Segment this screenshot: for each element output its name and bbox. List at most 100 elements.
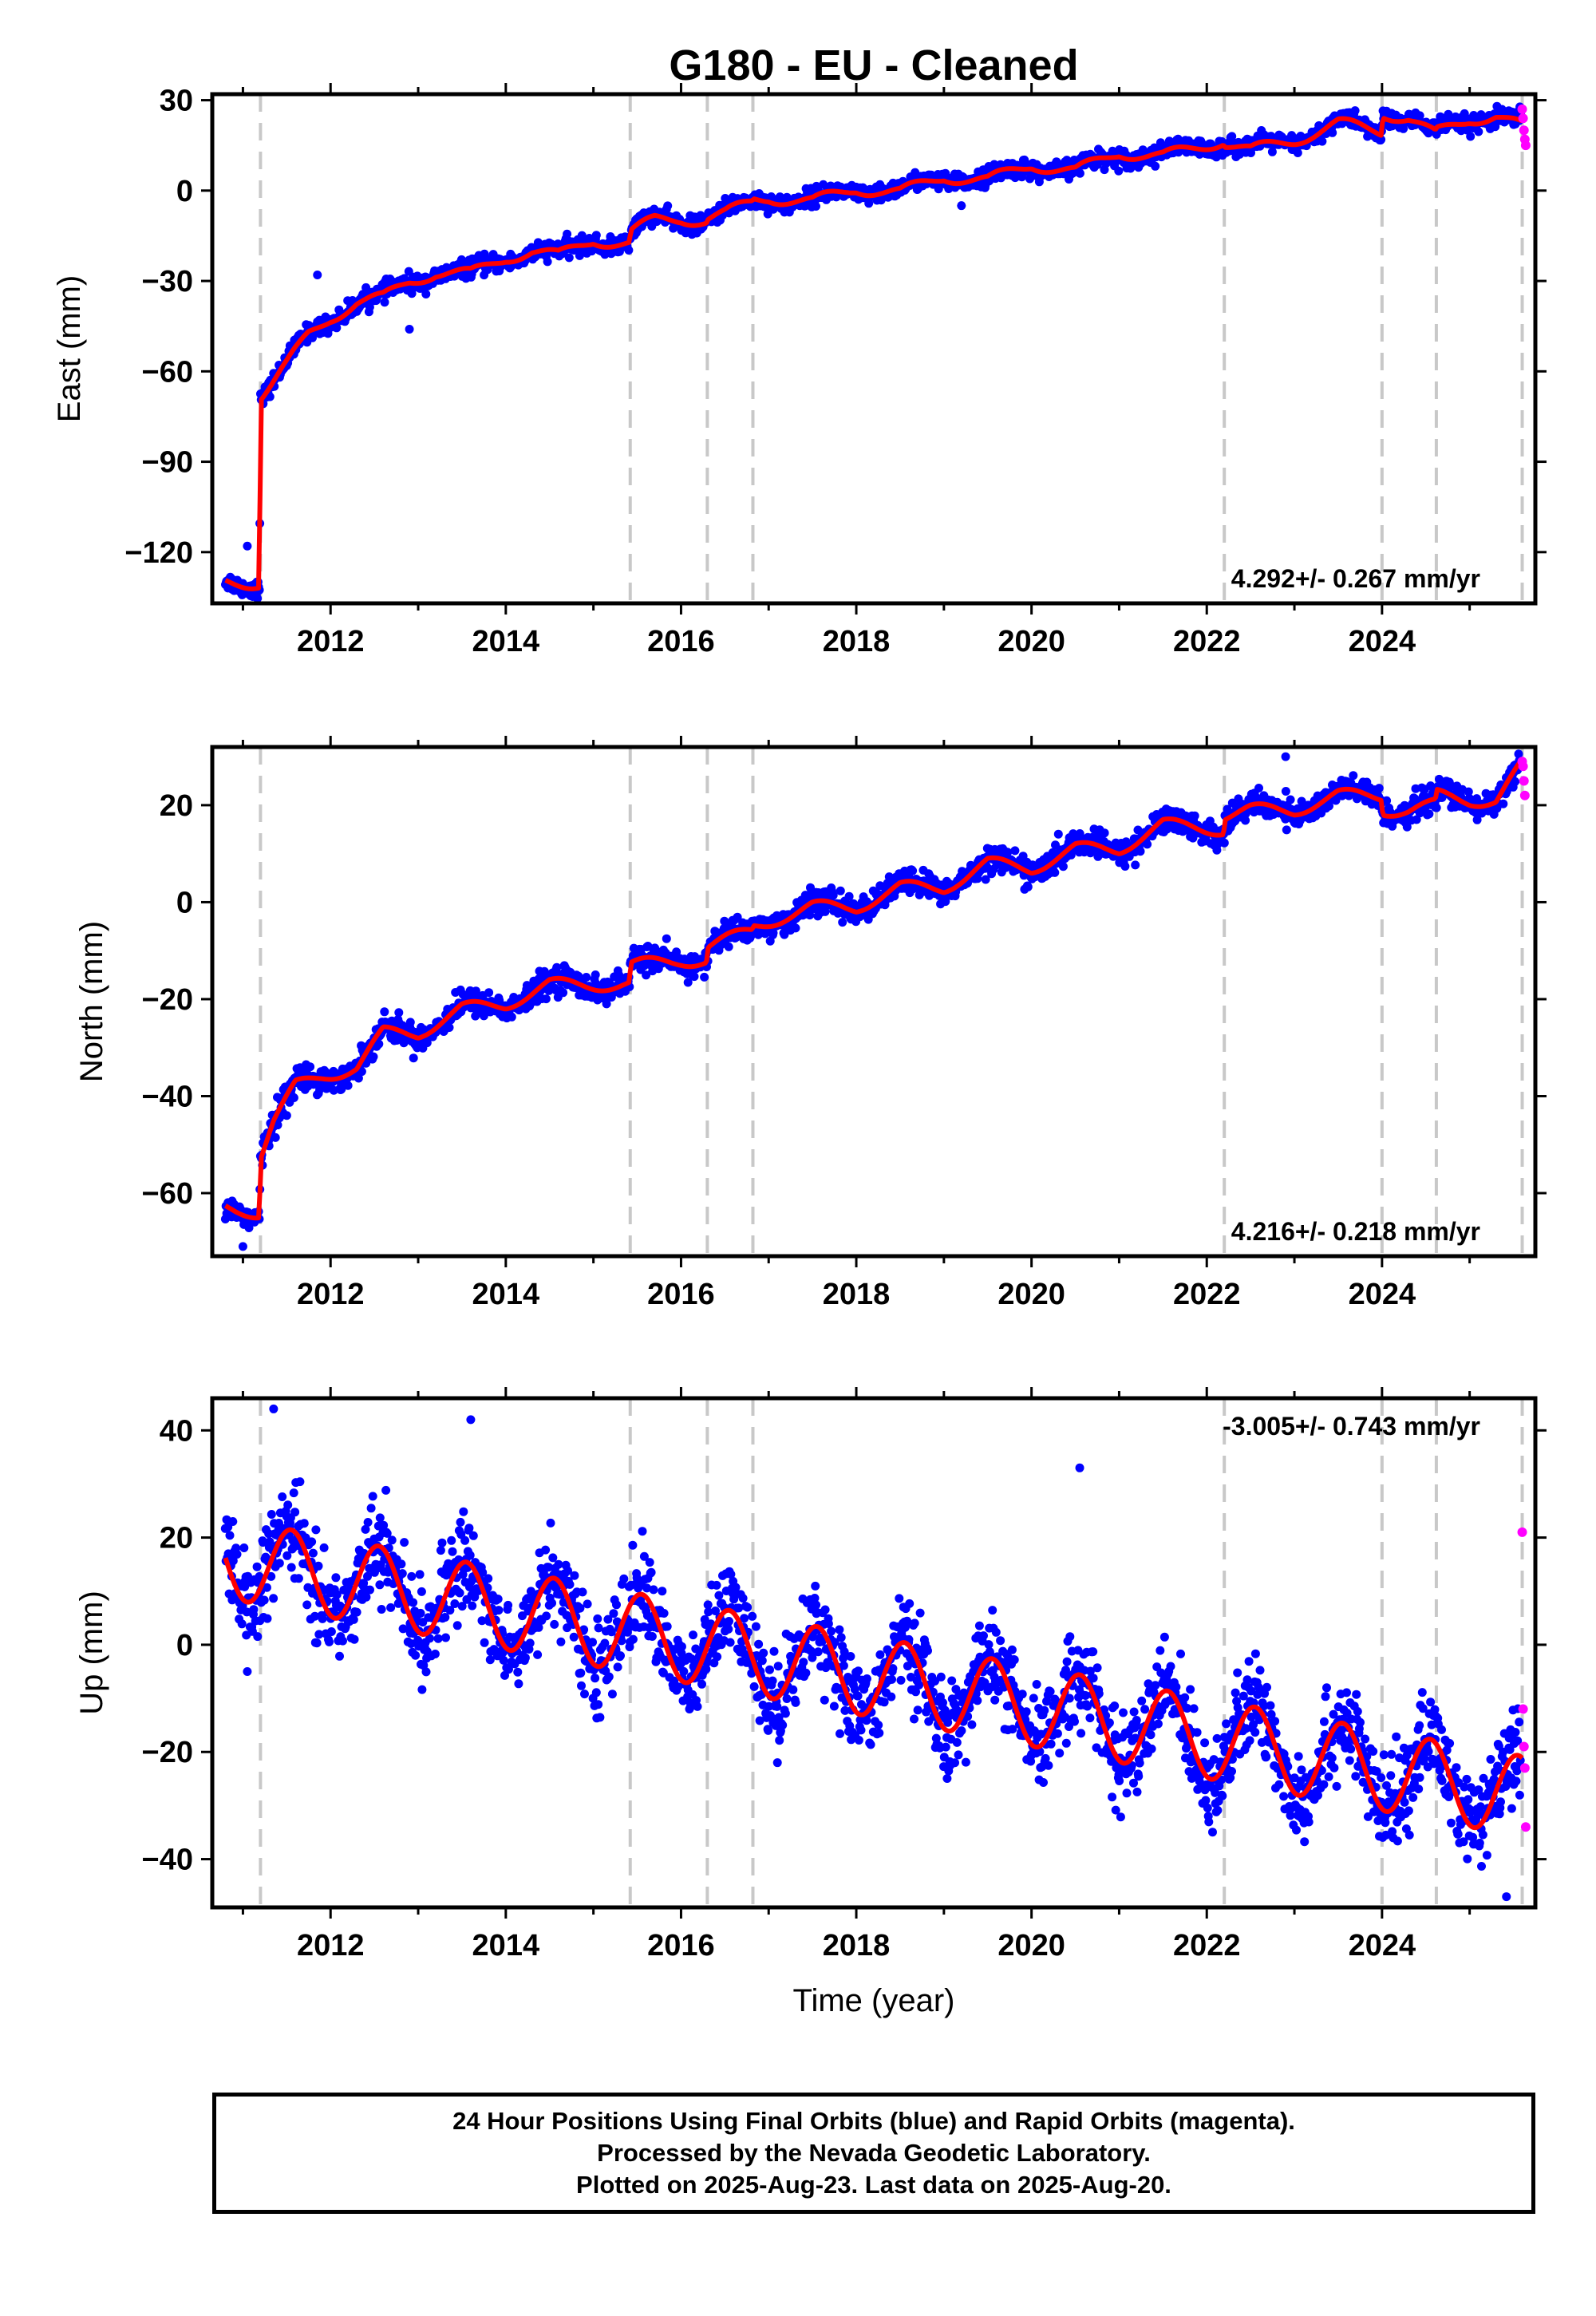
- final-orbit-point: [569, 1632, 579, 1642]
- plot-area: [221, 94, 1531, 603]
- y-tick-label: −60: [142, 1177, 193, 1211]
- final-orbit-point: [576, 1668, 586, 1678]
- final-orbit-point: [421, 1667, 431, 1677]
- final-orbit-point: [409, 1598, 418, 1607]
- x-tick-label: 2024: [1349, 625, 1416, 658]
- x-tick-label: 2018: [823, 1278, 891, 1311]
- final-orbit-point: [368, 1492, 377, 1501]
- model-fit-line: [224, 115, 1523, 591]
- final-orbit-point: [380, 1007, 389, 1017]
- final-orbit-point: [1377, 135, 1386, 144]
- final-orbit-point: [1374, 784, 1384, 793]
- y-tick-label: −20: [142, 983, 193, 1017]
- final-orbit-point: [583, 1599, 592, 1609]
- final-orbit-point: [411, 1650, 421, 1660]
- rapid-orbit-point: [1518, 113, 1528, 124]
- final-orbit-point: [1219, 838, 1229, 848]
- final-orbit-point: [595, 1713, 605, 1722]
- final-orbit-point: [1100, 828, 1109, 838]
- final-orbit-point: [548, 1553, 558, 1563]
- final-orbit-point: [1050, 868, 1060, 877]
- final-orbit-point: [791, 923, 800, 933]
- final-orbit-point: [415, 1570, 425, 1579]
- final-orbit-point: [407, 1571, 417, 1581]
- final-orbit-point: [908, 866, 918, 875]
- final-orbit-point: [354, 1073, 363, 1083]
- final-orbit-point: [547, 1599, 556, 1608]
- final-orbit-point: [520, 1653, 530, 1662]
- final-orbit-point: [574, 971, 583, 981]
- y-axis-label: East (mm): [52, 275, 87, 422]
- final-orbit-point: [533, 1650, 543, 1659]
- final-orbit-point: [543, 257, 552, 267]
- final-orbit-point: [312, 1638, 322, 1648]
- final-orbit-point: [468, 1531, 478, 1540]
- final-orbit-point: [1053, 829, 1063, 839]
- final-orbit-point: [290, 1508, 300, 1517]
- rapid-orbit-point: [1518, 761, 1528, 772]
- final-orbit-point: [578, 1587, 587, 1597]
- final-orbit-point: [582, 973, 591, 982]
- final-orbit-point: [591, 1688, 601, 1697]
- final-orbit-point: [265, 1537, 275, 1547]
- final-orbit-point: [720, 916, 729, 926]
- plot-frame: [210, 92, 1538, 606]
- final-orbit-point: [295, 1477, 305, 1487]
- final-orbit-point: [1120, 862, 1130, 871]
- plot-frame: [210, 745, 1538, 1259]
- final-orbit-point: [387, 1535, 397, 1545]
- final-orbit-point: [593, 1614, 602, 1623]
- final-orbit-point: [225, 1531, 235, 1540]
- final-orbit-point: [607, 1690, 617, 1699]
- final-orbit-point: [437, 1538, 447, 1547]
- x-tick-label: 2022: [1173, 625, 1241, 658]
- final-orbit-point: [604, 1672, 614, 1682]
- final-orbit-point: [337, 1085, 346, 1094]
- final-orbit-point: [494, 1606, 504, 1615]
- final-orbit-point: [493, 1595, 503, 1604]
- final-orbit-point: [282, 1111, 291, 1120]
- final-orbit-point: [377, 1605, 386, 1614]
- final-orbit-point: [1474, 127, 1483, 136]
- final-orbit-point: [306, 1062, 315, 1072]
- final-orbit-point: [253, 594, 263, 603]
- final-orbit-point: [1317, 136, 1327, 146]
- final-orbit-point: [480, 1638, 489, 1647]
- x-tick-label: 2018: [823, 625, 891, 658]
- final-orbit-point: [456, 1517, 465, 1527]
- final-orbit-point: [409, 1053, 418, 1063]
- final-orbit-point: [700, 972, 709, 982]
- final-orbit-point: [575, 1603, 585, 1613]
- final-orbit-point: [1399, 124, 1408, 133]
- final-orbit-point: [1075, 168, 1084, 178]
- final-orbit-point: [768, 928, 778, 938]
- rapid-orbit-point: [1517, 104, 1527, 114]
- final-orbit-point: [450, 1599, 460, 1608]
- model-fit-line: [224, 757, 1523, 1221]
- final-orbit-point: [559, 988, 568, 998]
- final-orbit-point: [352, 1607, 361, 1617]
- final-orbit-point: [365, 302, 374, 312]
- final-orbit-point: [447, 1535, 456, 1545]
- final-orbit-point: [602, 999, 611, 1009]
- final-orbit-point: [507, 1012, 516, 1022]
- final-orbit-point: [733, 912, 742, 922]
- final-orbit-point: [237, 1619, 247, 1629]
- final-orbit-point: [314, 1561, 323, 1571]
- final-orbit-point: [594, 1700, 603, 1709]
- final-orbit-point: [400, 1538, 409, 1547]
- final-orbit-point: [397, 1569, 407, 1579]
- final-orbit-point: [369, 1052, 378, 1061]
- final-orbit-point: [380, 298, 389, 307]
- y-tick-label: 20: [160, 789, 193, 823]
- final-orbit-point: [1325, 801, 1333, 811]
- final-orbit-point: [513, 1667, 523, 1677]
- chart-title: G180 - EU - Cleaned: [669, 41, 1078, 89]
- final-orbit-point: [238, 1242, 247, 1251]
- final-orbit-point: [249, 1605, 259, 1614]
- final-orbit-point: [278, 1492, 287, 1501]
- final-orbit-point: [307, 1537, 317, 1547]
- final-orbit-point: [514, 1679, 523, 1689]
- final-orbit-point: [405, 324, 414, 334]
